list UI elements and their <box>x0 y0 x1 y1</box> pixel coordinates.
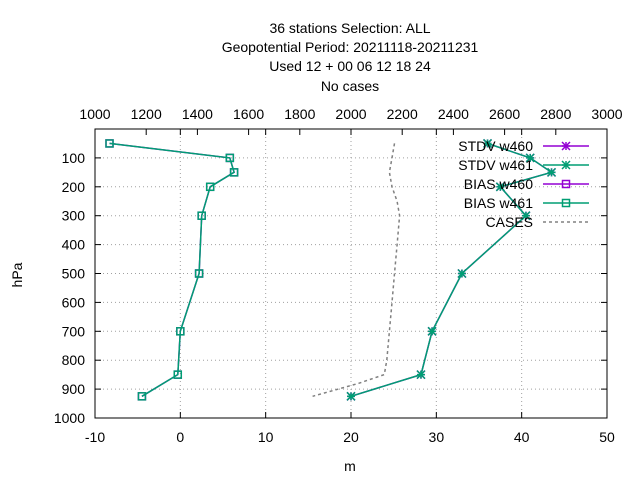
square-marker <box>197 211 206 220</box>
square-marker <box>176 327 185 336</box>
y-tick-label: 700 <box>62 323 86 339</box>
x2-tick-label: 2400 <box>438 106 469 122</box>
star-marker <box>521 211 531 221</box>
star-marker <box>547 167 557 177</box>
y-tick-label: 800 <box>62 352 86 368</box>
x2-tick-label: 1000 <box>79 106 110 122</box>
star-marker <box>416 370 426 380</box>
series-line <box>109 142 235 397</box>
chart-title-line: 36 stations Selection: ALL <box>269 20 430 36</box>
y-tick-label: 600 <box>62 294 86 310</box>
series-stdv-w461 <box>346 138 557 401</box>
square-marker <box>173 370 183 379</box>
y-tick-label: 400 <box>62 237 86 253</box>
y-axis-label: hPa <box>9 262 25 287</box>
x2-tick-label: 1400 <box>182 106 213 122</box>
x-tick-label: -10 <box>85 429 105 445</box>
star-marker <box>457 268 467 279</box>
square-marker <box>229 168 239 177</box>
y-tick-label: 500 <box>62 266 86 282</box>
series-cases <box>312 143 401 398</box>
square-marker <box>105 139 114 148</box>
x2-tick-label: 2600 <box>489 106 520 122</box>
y-tick-label: 900 <box>62 381 86 397</box>
star-marker <box>525 153 535 163</box>
legend-label: STDV w460 <box>458 138 533 154</box>
x2-tick-label: 3000 <box>591 106 622 122</box>
y-tick-label: 200 <box>62 179 86 195</box>
star-marker <box>483 138 493 148</box>
x2-tick-label: 1200 <box>131 106 162 122</box>
chart-title-line: Geopotential Period: 20211118-20211231 <box>222 39 479 55</box>
series-line <box>109 142 235 397</box>
x2-tick-label: 1600 <box>233 106 264 122</box>
x-tick-label: 10 <box>258 429 274 445</box>
x2-tick-label: 2000 <box>335 106 366 122</box>
x2-tick-label: 2800 <box>540 106 571 122</box>
star-marker <box>561 160 571 170</box>
x-tick-label: 50 <box>599 429 615 445</box>
x-tick-label: 20 <box>343 429 359 445</box>
x-tick-label: 40 <box>514 429 530 445</box>
square-marker <box>194 269 204 278</box>
chart-title-line: No cases <box>321 78 379 94</box>
square-marker <box>561 179 571 189</box>
x2-tick-label: 2200 <box>387 106 418 122</box>
star-marker <box>346 391 356 401</box>
star-marker <box>427 326 437 336</box>
y-tick-label: 100 <box>62 150 86 166</box>
series-bias-w461 <box>105 139 239 401</box>
series-bias-w460 <box>105 139 239 401</box>
legend-label: BIAS w461 <box>464 195 533 211</box>
legend-label: BIAS w460 <box>464 176 533 192</box>
square-marker <box>561 198 571 208</box>
x2-tick-label: 1800 <box>284 106 315 122</box>
y-tick-label: 1000 <box>54 410 85 426</box>
square-marker <box>225 153 235 163</box>
legend-label: STDV w461 <box>458 157 533 173</box>
x-tick-label: 30 <box>429 429 445 445</box>
legend-label: CASES <box>486 214 533 230</box>
y-tick-label: 300 <box>62 208 86 224</box>
grid-lines <box>95 129 607 418</box>
square-marker <box>137 392 147 401</box>
square-marker <box>205 182 215 192</box>
star-marker <box>561 141 571 151</box>
x-tick-label: 0 <box>176 429 184 445</box>
x-axis-label: m <box>344 458 356 474</box>
star-marker <box>495 182 505 192</box>
legend <box>543 141 589 223</box>
chart-title-line: Used 12 + 00 06 12 18 24 <box>269 58 431 74</box>
series-line <box>312 143 401 398</box>
